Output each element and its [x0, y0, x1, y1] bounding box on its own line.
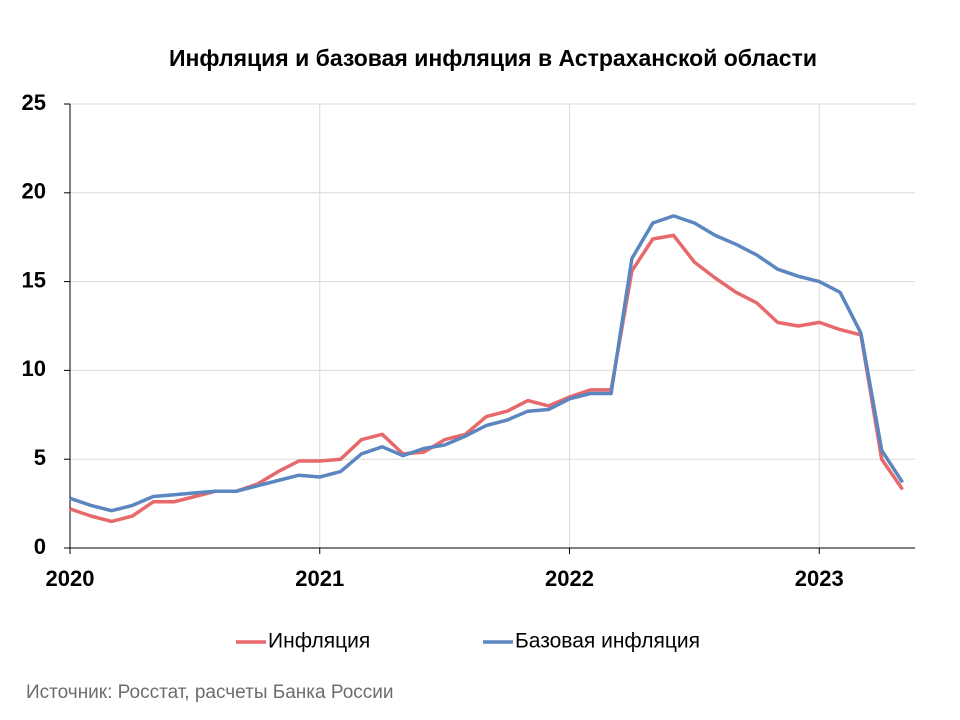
x-tick-label: 2021 — [295, 566, 344, 591]
y-tick-label: 0 — [34, 534, 46, 559]
y-tick-label: 15 — [22, 267, 46, 292]
chart-title: Инфляция и базовая инфляция в Астраханск… — [169, 45, 817, 71]
y-tick-label: 5 — [34, 445, 46, 470]
x-tick-label: 2022 — [545, 566, 594, 591]
data-line — [69, 233, 904, 524]
y-tick-label: 10 — [22, 356, 46, 381]
x-tick-label: 2020 — [46, 566, 95, 591]
legend-label: Базовая инфляция — [515, 630, 700, 653]
source-note: Источник: Росстат, расчеты Банка России — [26, 682, 394, 703]
y-tick-label: 20 — [22, 179, 46, 204]
y-tick-label: 25 — [22, 90, 46, 115]
data-line — [69, 214, 904, 513]
x-tick-label: 2023 — [795, 566, 844, 591]
legend-label: Инфляция — [268, 630, 370, 653]
